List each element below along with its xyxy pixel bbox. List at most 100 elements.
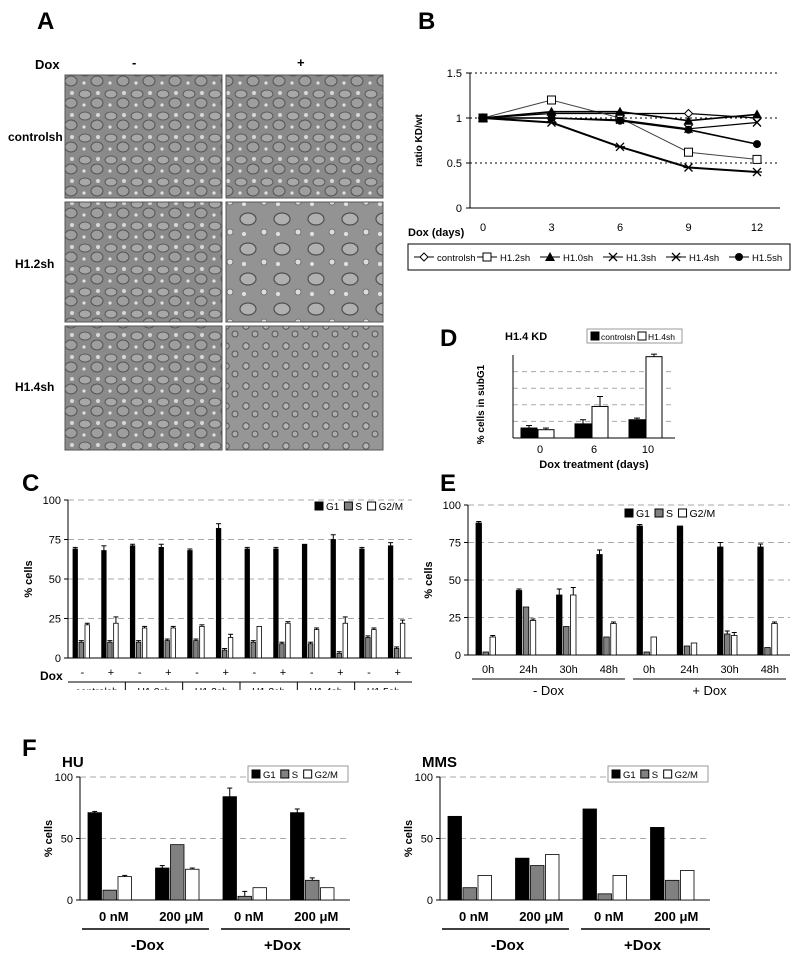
x-tick-label: 48h — [600, 664, 618, 676]
y-tick-label: 75 — [449, 538, 461, 550]
panel-a-row-controlsh: controlsh — [8, 130, 63, 144]
bar-G2/M — [313, 629, 320, 659]
bar-S — [237, 895, 252, 901]
legend-swatch-G2/M — [367, 501, 377, 511]
y-axis-label: % cells — [43, 820, 55, 857]
bar-G2/M — [680, 870, 695, 901]
bar-G1 — [757, 546, 764, 656]
y-axis-label: % cells — [403, 820, 415, 857]
dox-sign: + — [165, 667, 171, 679]
legend-swatch-G1 — [251, 769, 261, 779]
x-tick-label: 0 nM — [99, 909, 129, 924]
bar-G1 — [187, 550, 193, 659]
bar-S — [305, 879, 320, 901]
x-tick-label: 6 — [617, 222, 623, 234]
x-tick-label: 0 nM — [459, 909, 489, 924]
bar-S — [522, 606, 530, 656]
legend-marker-controlsh — [419, 252, 429, 262]
legend-box — [586, 328, 683, 344]
chart-d-subg1: 0 6 10 H1.4 KD controlsh H1.4sh Dox treatment … — [476, 328, 683, 470]
group-label: H1.5sh — [367, 686, 400, 690]
data-point-H1.4sh — [683, 163, 694, 172]
panel-a-row-h12sh: H1.2sh — [15, 257, 55, 271]
bar-G2/M — [285, 622, 291, 659]
legend-swatch-S — [640, 769, 650, 779]
legend-swatch-S — [654, 508, 664, 518]
micrograph-h12sh-plus — [225, 201, 384, 323]
y-tick-label: 1 — [456, 113, 462, 125]
legend-swatch-G2/M — [678, 508, 688, 518]
legend-label-controlsh: controlsh — [437, 253, 476, 264]
panel-letter-b: B — [418, 8, 436, 35]
legend-swatch-G1 — [611, 769, 621, 779]
bar-S — [221, 649, 228, 659]
y-tick-label: 100 — [43, 495, 61, 507]
bar-G1 — [636, 525, 643, 656]
x-tick-label: 0 nM — [594, 909, 624, 924]
y-axis-label: ratio KD/wt — [414, 113, 425, 166]
bar-G2/M — [612, 874, 627, 901]
legend-swatch-G1 — [314, 501, 324, 511]
x-tick-label: 10 — [642, 444, 654, 456]
y-tick-label: 25 — [49, 614, 61, 626]
bar-G1 — [596, 554, 603, 656]
y-tick-label: 0 — [456, 203, 462, 215]
group-label: +Dox — [264, 937, 302, 954]
bar-S — [307, 643, 314, 659]
chart-c-cellcycle: 0 25 50 75 100 G1 S G2/M % cells Dox - + - + - + - + - + - + c… — [23, 495, 412, 690]
data-point-H1.2sh — [547, 95, 556, 105]
legend-label-H1.2sh: H1.2sh — [500, 253, 530, 264]
x-tick-label: 200 μM — [159, 909, 203, 924]
bar-S — [365, 637, 371, 659]
dox-sign: - — [138, 667, 142, 679]
bar-S — [643, 651, 650, 656]
bar-G1 — [87, 812, 102, 901]
legend-label-G1: G1 — [636, 508, 650, 520]
bar-G1 — [717, 546, 724, 656]
data-point-H1.5sh — [616, 116, 624, 125]
data-point-H1.4sh — [615, 142, 625, 152]
panel-a-row-h14sh: H1.4sh — [15, 380, 55, 394]
bar-G1 — [359, 548, 365, 659]
legend-label-H1.3sh: H1.3sh — [626, 253, 656, 264]
data-point-H1.5sh — [684, 125, 693, 134]
legend-swatch-G1 — [624, 508, 634, 518]
bar-S — [530, 865, 545, 901]
y-tick-label: 100 — [443, 500, 461, 512]
dox-sign: + — [394, 667, 400, 679]
chart-b-line: 0 0.5 1 1.5 0 3 6 9 12 Dox (days) ratio KD/wt contr… — [407, 68, 791, 271]
bar-S — [563, 626, 570, 656]
bar-G1 — [447, 815, 462, 901]
legend-label-controlsh: controlsh — [601, 332, 636, 342]
dox-sign: - — [310, 667, 314, 679]
panel-a-col-plus: + — [297, 55, 305, 70]
y-tick-label: 0 — [55, 653, 61, 665]
bar-S — [78, 641, 84, 659]
x-tick-label: 6 — [591, 444, 597, 456]
legend-marker-H1.0sh — [545, 252, 555, 261]
bar-G1 — [101, 550, 107, 659]
bar-G2/M — [117, 876, 132, 901]
bar-G1 — [515, 590, 523, 656]
bar-controlsh — [574, 423, 592, 439]
bar-G1 — [129, 545, 136, 659]
bar-G2/M — [256, 625, 262, 659]
bar-G1 — [301, 543, 308, 659]
bar-G1 — [330, 539, 336, 659]
bar-G1 — [155, 867, 170, 901]
bar-S — [597, 893, 612, 901]
x-tick-label: 48h — [761, 664, 779, 676]
bar-S — [462, 887, 477, 901]
y-tick-label: 0 — [455, 650, 461, 662]
bar-S — [393, 648, 400, 659]
bar-G1 — [582, 808, 597, 901]
bar-G1 — [556, 594, 563, 656]
y-axis-label: % cells in subG1 — [476, 364, 487, 444]
bar-G1 — [72, 548, 78, 659]
legend-box — [607, 765, 709, 783]
legend-marker-H1.5sh — [735, 253, 743, 261]
legend-swatch-S — [280, 769, 290, 779]
micrograph-h14sh-minus — [64, 325, 223, 451]
